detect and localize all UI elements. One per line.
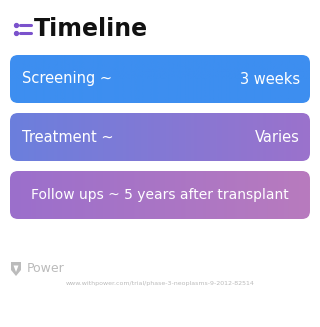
Text: Timeline: Timeline: [34, 17, 148, 41]
Text: www.withpower.com/trial/phase-3-neoplasms-9-2012-82514: www.withpower.com/trial/phase-3-neoplasm…: [66, 281, 254, 285]
FancyBboxPatch shape: [10, 171, 310, 219]
Text: Varies: Varies: [255, 129, 300, 145]
Polygon shape: [13, 266, 19, 272]
FancyBboxPatch shape: [10, 55, 310, 103]
Text: 3 weeks: 3 weeks: [240, 72, 300, 87]
FancyBboxPatch shape: [10, 113, 310, 161]
Text: Screening ~: Screening ~: [22, 72, 112, 87]
Text: Power: Power: [27, 263, 65, 276]
Text: Follow ups ~ 5 years after transplant: Follow ups ~ 5 years after transplant: [31, 188, 289, 202]
Polygon shape: [11, 262, 21, 276]
Text: Treatment ~: Treatment ~: [22, 129, 114, 145]
